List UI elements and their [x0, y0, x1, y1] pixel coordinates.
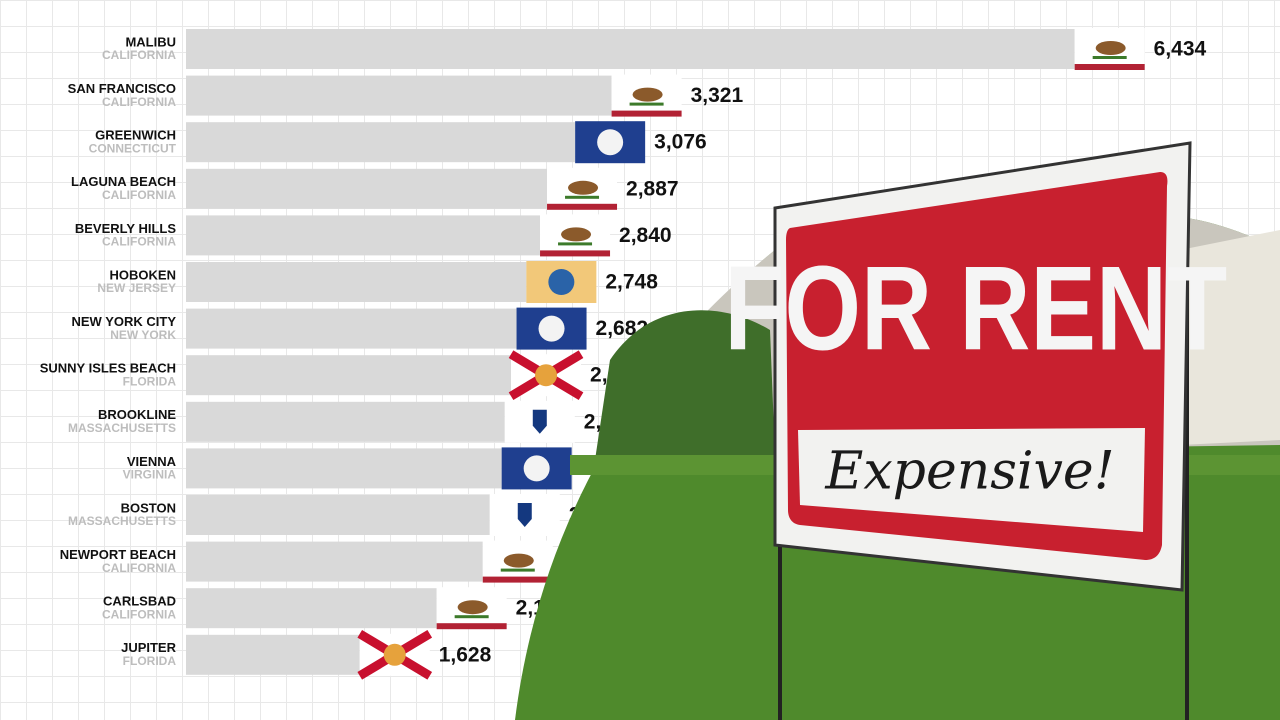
flag-seal — [548, 269, 575, 295]
flag-grass — [565, 195, 600, 199]
sign-headline: FOR RENT — [724, 243, 1227, 376]
flag-bear — [632, 87, 663, 102]
value-label: 1,628 — [439, 643, 492, 666]
bar — [186, 634, 360, 675]
flag-seal — [383, 643, 406, 666]
bar — [186, 122, 576, 163]
state-label: MASSACHUSETTS — [68, 421, 176, 435]
city-label: HOBOKEN — [110, 267, 176, 282]
city-label: NEWPORT BEACH — [60, 547, 176, 562]
flag-seal — [523, 455, 550, 482]
flag-bear — [503, 553, 534, 568]
flag-shield — [517, 503, 532, 527]
city-label: NEW YORK CITY — [72, 314, 177, 329]
state-label: CALIFORNIA — [102, 95, 176, 109]
flag-grass — [1092, 56, 1127, 59]
city-label: BOSTON — [121, 500, 176, 515]
photo: FOR RENT Expensive! — [515, 141, 1280, 720]
flag-bear — [561, 227, 592, 242]
city-label: VIENNA — [127, 454, 177, 469]
state-label: VIRGINIA — [123, 468, 177, 482]
city-label: MALIBU — [125, 34, 176, 49]
sign-note: Expensive! — [824, 442, 1114, 502]
flag-bear — [568, 180, 599, 195]
bar — [186, 168, 548, 209]
flag-stripe — [1074, 64, 1145, 70]
city-label: GREENWICH — [95, 128, 176, 143]
bar — [186, 215, 541, 256]
flag-bear — [1095, 41, 1126, 55]
city-label: CARLSBAD — [103, 594, 176, 609]
flag-stripe — [540, 250, 611, 257]
flag-stripe — [547, 203, 618, 210]
state-label: CALIFORNIA — [102, 48, 176, 62]
state-label: NEW YORK — [110, 328, 176, 342]
flag-grass — [454, 615, 489, 619]
flag-grass — [629, 102, 664, 106]
flag-stripe — [436, 623, 507, 630]
state-label: NEW JERSEY — [97, 281, 176, 295]
state-label: CALIFORNIA — [102, 235, 176, 249]
city-label: BROOKLINE — [98, 407, 176, 422]
flag-seal — [538, 315, 565, 342]
state-label: CALIFORNIA — [102, 188, 176, 202]
bar — [186, 448, 502, 489]
state-label: CONNECTICUT — [89, 141, 177, 155]
flag-seal — [597, 129, 624, 156]
bar — [186, 541, 483, 582]
flag-shield — [532, 409, 547, 434]
bar — [186, 262, 527, 302]
state-label: FLORIDA — [123, 654, 177, 668]
state-label: CALIFORNIA — [102, 607, 176, 621]
city-label: LAGUNA BEACH — [71, 174, 176, 189]
flag-grass — [500, 568, 535, 572]
bar — [186, 355, 512, 396]
value-label: 2,840 — [619, 224, 672, 247]
flag-seal — [535, 364, 558, 387]
value-label: 6,434 — [1154, 38, 1207, 61]
flag-stripe — [611, 110, 682, 117]
bar — [186, 75, 612, 116]
bar — [186, 401, 505, 442]
value-label: 3,076 — [654, 131, 707, 154]
flag-grass — [558, 242, 593, 246]
city-label: BEVERLY HILLS — [75, 221, 176, 236]
bar — [186, 588, 437, 629]
value-label: 2,748 — [605, 271, 658, 294]
flag-stripe — [482, 576, 553, 583]
state-label: FLORIDA — [123, 374, 177, 388]
state-label: MASSACHUSETTS — [68, 514, 176, 528]
city-label: SUNNY ISLES BEACH — [40, 361, 176, 376]
bar — [186, 308, 517, 349]
value-label: 2,887 — [626, 177, 679, 200]
flag-bear — [457, 600, 488, 615]
bar — [186, 29, 1075, 69]
value-label: 3,321 — [691, 84, 744, 107]
bar — [186, 495, 490, 535]
city-label: SAN FRANCISCO — [68, 81, 176, 96]
state-label: CALIFORNIA — [102, 561, 176, 575]
city-label: JUPITER — [121, 640, 177, 655]
